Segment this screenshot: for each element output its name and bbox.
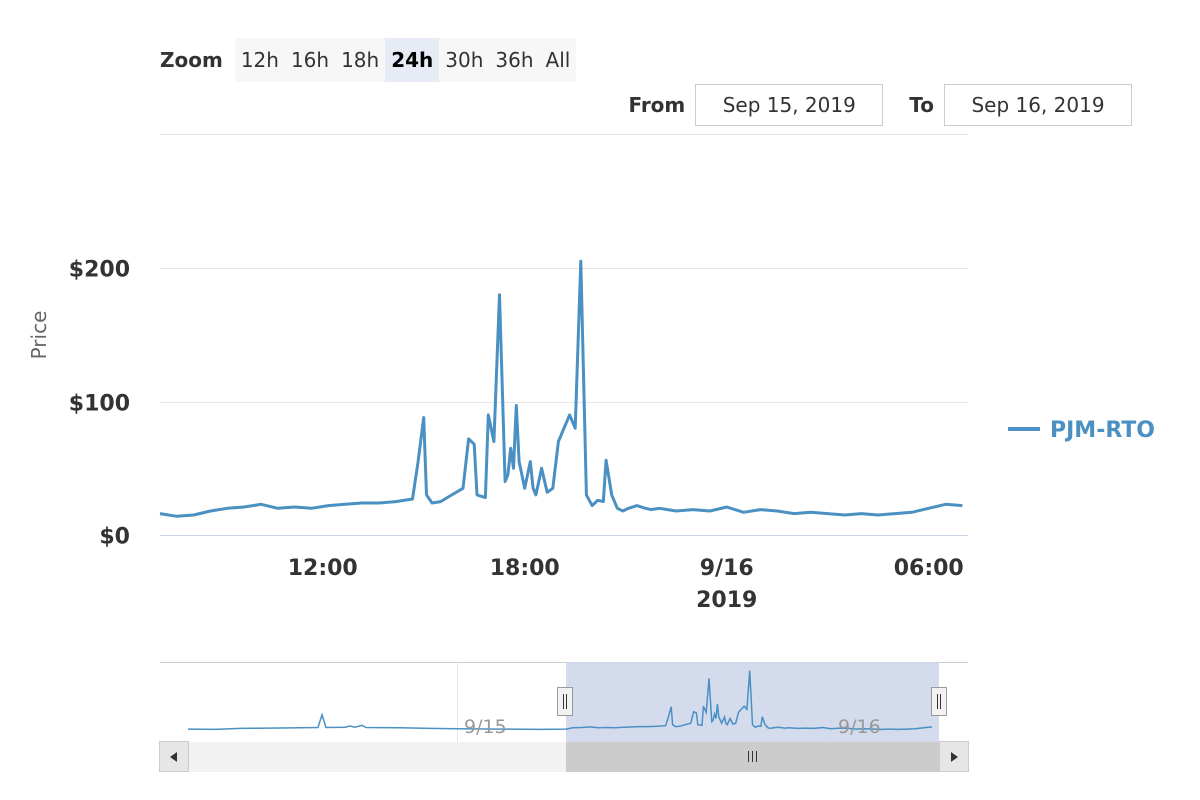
zoom-all-button[interactable]: All [545,48,571,72]
x-axis-ticks: 12:00 18:00 9/16 2019 06:00 [288,556,964,613]
navigator-series-line [187,670,933,731]
navigator: 9/15 2019 9/16 2019 [160,662,968,766]
navigator-label-date-1: 9/15 [464,716,507,738]
navigator-label-year-1: 2019 [464,744,512,766]
y-gridlines [160,268,968,403]
y-tick-label: $0 [99,525,130,550]
navigator-label-date-2: 9/16 [838,716,881,738]
zoom-16h-button[interactable]: 16h [290,48,330,72]
zoom-18h-button[interactable]: 18h [341,48,380,72]
x-tick-sublabel: 2019 [696,588,757,613]
y-tick-label: $200 [69,258,130,283]
grip-icon [748,751,757,762]
arrow-right-icon [951,752,958,762]
from-label: From [628,93,686,117]
legend[interactable]: PJM-RTO [1008,418,1155,443]
y-axis-title: Price [27,311,51,360]
to-label: To [909,93,934,117]
from-date-input[interactable] [695,84,884,126]
zoom-label: Zoom [160,48,223,72]
scrollbar [159,741,969,772]
navigator-handle-left[interactable] [557,687,573,716]
scrollbar-track[interactable] [160,742,968,772]
navigator-label-year-2: 2019 [838,744,886,766]
navigator-selected-range[interactable] [566,662,939,742]
to-date-input[interactable] [944,84,1132,126]
series-line-pjm-rto[interactable] [159,259,963,518]
scroll-right-button[interactable] [939,741,969,772]
zoom-24h-button[interactable]: 24h [385,38,440,82]
date-range-inputs: From To [628,84,1132,126]
y-tick-label: $100 [69,392,130,417]
navigator-handle-right[interactable] [931,687,947,716]
range-selector-zoom: Zoom 12h 16h 18h 24h 30h 36h All [160,38,577,82]
zoom-button-group: 12h 16h 18h 24h 30h 36h All [234,38,577,82]
zoom-30h-button[interactable]: 30h [445,48,484,72]
legend-item-pjm-rto[interactable]: PJM-RTO [1050,418,1155,443]
scroll-left-button[interactable] [159,741,189,772]
arrow-left-icon [170,752,177,762]
zoom-12h-button[interactable]: 12h [240,48,279,72]
zoom-36h-button[interactable]: 36h [495,48,534,72]
y-axis-ticks: $0 $100 $200 [69,258,130,550]
scrollbar-thumb[interactable] [566,742,939,772]
x-tick-label: 9/16 [700,556,754,581]
x-tick-label: 06:00 [894,556,964,581]
x-tick-label: 12:00 [288,556,358,581]
x-tick-label: 18:00 [490,556,560,581]
